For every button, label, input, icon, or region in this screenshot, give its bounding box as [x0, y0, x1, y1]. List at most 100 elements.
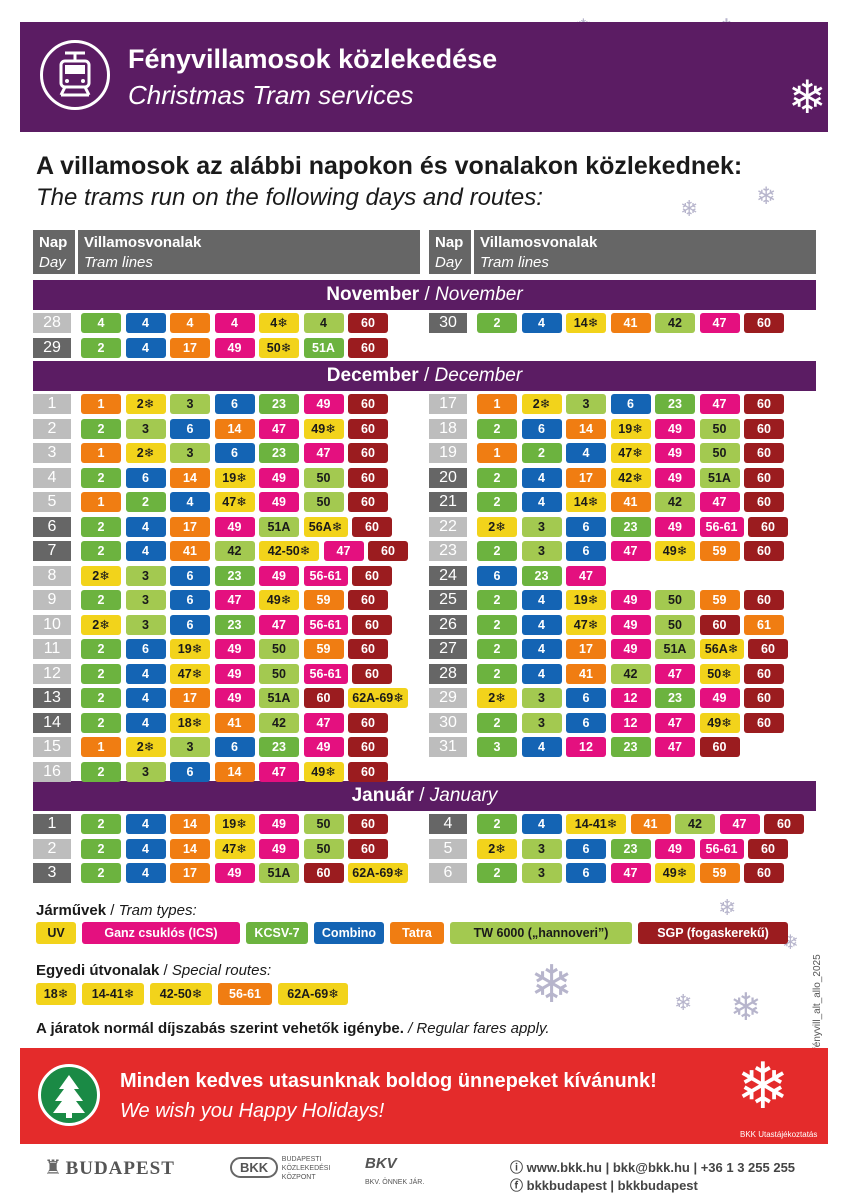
holiday-greeting-hu: Minden kedves utasunknak boldog ünnepeke… — [120, 1070, 657, 1092]
legend-chip: Combino — [314, 922, 384, 944]
tram-line-badge: 49 — [655, 443, 695, 463]
snowflake-icon: ❄ — [680, 196, 699, 221]
tram-line-badge: 4 — [81, 313, 121, 333]
tram-line-badge: 2 — [477, 467, 517, 488]
coat-of-arms-icon: ♜ — [44, 1157, 62, 1179]
tram-line-badge: 2 — [81, 516, 121, 537]
tram-line-badge: 60 — [744, 863, 784, 883]
day-number: 6 — [33, 516, 71, 537]
legend-chip: 14-41❄ — [82, 983, 144, 1005]
tram-line-badge: 14 — [170, 838, 210, 859]
day-number: 12 — [33, 663, 71, 684]
tram-line-badge: 60 — [764, 814, 804, 834]
tram-line-badge: 50 — [303, 838, 344, 859]
day-header-en: Day — [435, 254, 462, 271]
info-icon: ⓘ — [510, 1160, 524, 1175]
tram-line-badge: 6 — [521, 418, 562, 439]
tram-line-badge: 2 — [81, 418, 121, 439]
day-number: 31 — [429, 737, 467, 757]
day-number: 30 — [429, 712, 467, 733]
day-number: 29 — [429, 688, 467, 708]
section-title-en: January — [429, 785, 498, 806]
tram-line-badge: 49 — [699, 688, 740, 708]
tram-line-badge: 4 — [125, 712, 166, 733]
tram-line-badge: 50 — [655, 614, 695, 635]
tram-line-badge: 42❄ — [610, 467, 651, 488]
budapest-wordmark: BUDAPEST — [65, 1158, 175, 1179]
tram-line-badge: 4 — [170, 313, 210, 333]
tram-line-badge: 3 — [125, 761, 166, 782]
tram-line-badge: 6 — [214, 443, 255, 463]
tram-line-badge: 56A❄ — [303, 516, 348, 537]
tram-line-badge: 3 — [125, 418, 166, 439]
tram-line-badge: 47 — [259, 614, 299, 635]
lines-header-en: Tram lines — [480, 254, 549, 271]
budapest-logo: ♜ BUDAPEST — [44, 1155, 175, 1180]
tram-line-badge: 51A — [259, 516, 299, 537]
tram-line-badge: 60 — [348, 418, 388, 439]
contact-line-1[interactable]: www.bkk.hu | bkk@bkk.hu | +36 1 3 255 25… — [526, 1160, 796, 1175]
document-code: fényvill_alt_allo_2025 — [812, 954, 823, 1050]
day-number: 2 — [33, 418, 71, 439]
tram-line-badge: 2 — [477, 614, 517, 635]
tram-line-badge: 2 — [81, 712, 121, 733]
holiday-banner: Minden kedves utasunknak boldog ünnepeke… — [20, 1048, 828, 1144]
tram-line-badge: 6 — [214, 394, 255, 414]
tram-line-badge: 49❄ — [303, 761, 344, 782]
tram-line-badge: 2 — [81, 838, 121, 859]
tram-line-badge: 14 — [214, 761, 255, 782]
day-header-hu: Nap — [39, 234, 68, 251]
tram-line-badge: 60 — [744, 688, 784, 708]
special-routes-title-en: Special routes: — [171, 962, 272, 979]
tram-line-badge: 6 — [566, 838, 606, 859]
tram-line-badge: 3 — [125, 565, 166, 586]
tram-line-badge: 49 — [214, 337, 255, 358]
legend-chip: TW 6000 („hannoveri”) — [450, 922, 632, 944]
tram-line-badge: 60 — [348, 337, 388, 358]
tram-line-badge: 3 — [477, 737, 517, 757]
tram-line-badge: 47 — [655, 712, 695, 733]
tram-line-badge: 6 — [170, 590, 210, 610]
legend-chip: 62A-69❄ — [278, 983, 348, 1005]
tram-line-badge: 17 — [170, 863, 210, 883]
tram-line-badge: 4 — [521, 590, 562, 610]
section-december: December / December — [33, 361, 816, 391]
tram-line-badge: 60 — [348, 590, 388, 610]
tram-line-badge: 50 — [303, 492, 344, 512]
tram-line-badge: 60 — [744, 541, 784, 561]
tram-line-badge: 2❄ — [477, 838, 517, 859]
tram-line-badge: 47 — [610, 541, 651, 561]
tram-line-badge: 50 — [303, 467, 344, 488]
tram-line-badge: 47 — [259, 418, 299, 439]
tram-line-badge: 42 — [214, 541, 255, 561]
tram-line-badge: 60 — [352, 565, 392, 586]
tram-line-badge: 47❄ — [214, 492, 255, 512]
tram-line-badge: 50 — [303, 814, 344, 834]
tram-line-badge: 6 — [125, 639, 166, 659]
legend-chip: 18❄ — [36, 983, 76, 1005]
tram-line-badge: 59 — [699, 590, 740, 610]
day-number: 23 — [429, 541, 467, 561]
contact-line-2[interactable]: bkkbudapest | bkkbudapest — [526, 1178, 698, 1193]
tram-line-badge: 2❄ — [521, 394, 562, 414]
tram-line-badge: 50 — [259, 639, 299, 659]
tram-line-badge: 6 — [566, 712, 606, 733]
tram-line-badge: 23 — [655, 688, 695, 708]
credit-text: BKK Utastájékoztatás — [740, 1130, 818, 1139]
tram-line-badge: 49 — [214, 688, 255, 708]
tram-line-badge: 23 — [610, 516, 651, 537]
tram-line-badge: 6 — [170, 418, 210, 439]
snowflake-icon: ❄ — [718, 895, 737, 920]
tram-line-badge: 2 — [81, 639, 121, 659]
day-number: 10 — [33, 614, 71, 635]
page-subtitle: Christmas Tram services — [128, 80, 414, 110]
day-number: 4 — [429, 814, 467, 834]
tram-line-badge: 3 — [170, 737, 210, 757]
tram-line-badge: 47 — [566, 565, 606, 586]
tram-types-title: Járművek / Tram types: — [36, 902, 197, 919]
tram-line-badge: 49 — [655, 418, 695, 439]
day-header-en: Day — [39, 254, 66, 271]
tram-line-badge: 42 — [675, 814, 715, 834]
tram-line-badge: 60 — [352, 663, 392, 684]
lines-column-header: Villamosvonalak Tram lines — [78, 230, 420, 274]
